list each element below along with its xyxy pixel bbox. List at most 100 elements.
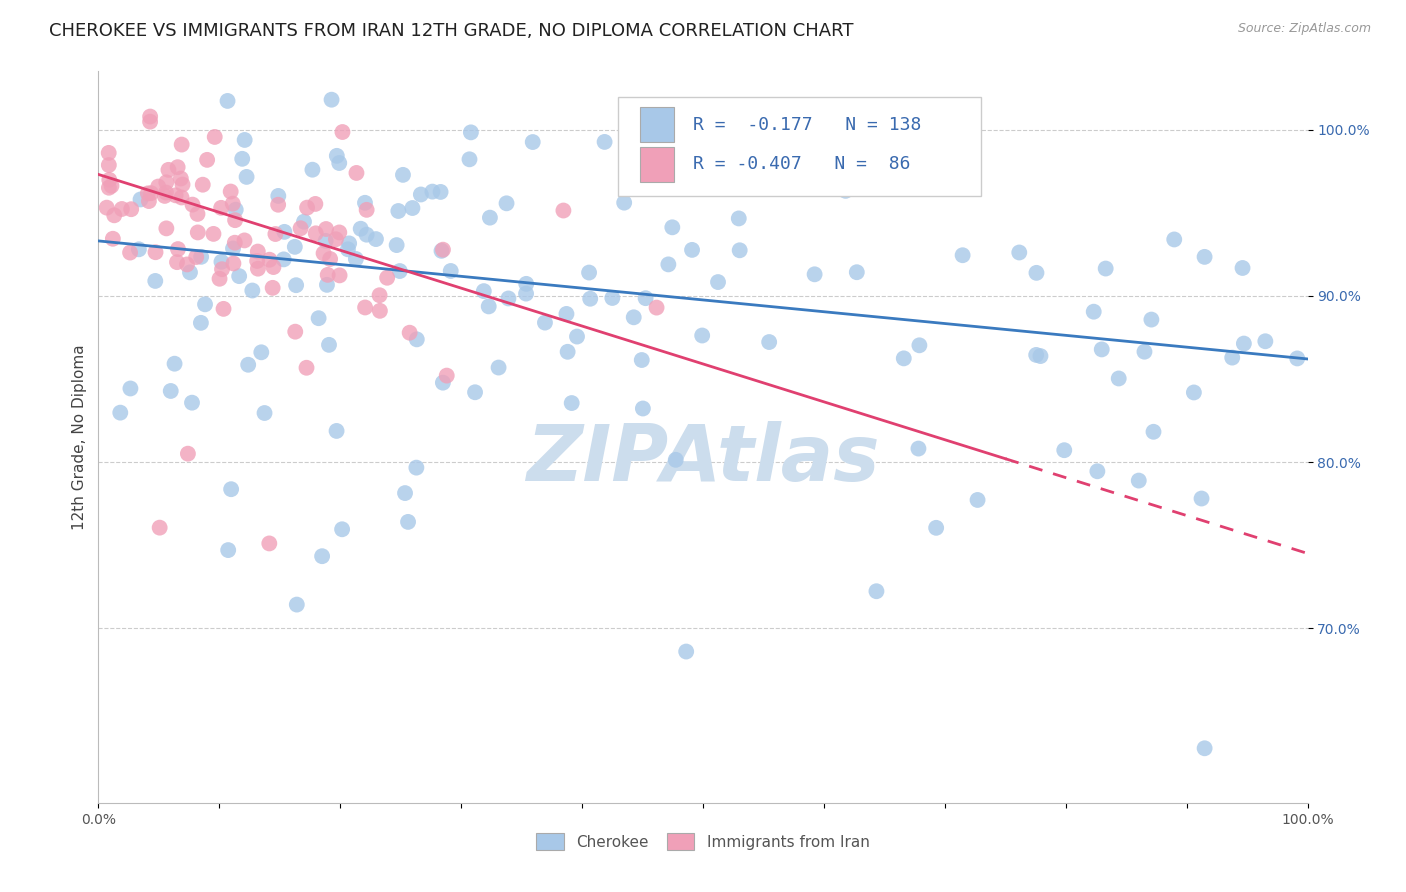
- Point: [120, 245, 142, 260]
- Point: [398, 326, 420, 340]
- Point: [316, 268, 339, 282]
- Point: [440, 264, 463, 278]
- Point: [1133, 344, 1156, 359]
- Point: [262, 260, 284, 274]
- Point: [472, 284, 495, 298]
- Point: [436, 368, 458, 383]
- Point: [176, 257, 198, 271]
- Point: [225, 202, 247, 217]
- Point: [907, 442, 929, 456]
- Point: [392, 168, 415, 182]
- Point: [1094, 261, 1116, 276]
- Point: [204, 130, 226, 145]
- Point: [195, 153, 218, 167]
- Point: [422, 185, 444, 199]
- Point: [157, 162, 180, 177]
- Point: [498, 292, 520, 306]
- Point: [153, 189, 176, 203]
- Point: [553, 203, 575, 218]
- Point: [209, 201, 232, 215]
- Point: [97, 145, 120, 160]
- Point: [139, 114, 162, 128]
- Point: [628, 163, 651, 178]
- Point: [224, 235, 246, 250]
- Point: [330, 522, 353, 536]
- Point: [246, 254, 269, 268]
- Point: [285, 278, 308, 293]
- Point: [803, 268, 825, 282]
- Point: [101, 232, 124, 246]
- Point: [1254, 334, 1277, 349]
- Point: [1128, 474, 1150, 488]
- Point: [191, 178, 214, 192]
- Point: [259, 536, 281, 550]
- Point: [396, 515, 419, 529]
- Point: [356, 202, 378, 217]
- Point: [681, 243, 703, 257]
- Point: [329, 268, 352, 283]
- Point: [128, 242, 150, 256]
- Point: [284, 325, 307, 339]
- Point: [273, 252, 295, 267]
- Point: [1025, 348, 1047, 362]
- Y-axis label: 12th Grade, No Diploma: 12th Grade, No Diploma: [72, 344, 87, 530]
- Point: [312, 246, 335, 260]
- Point: [163, 357, 186, 371]
- Point: [264, 227, 287, 241]
- Point: [336, 242, 359, 256]
- Point: [318, 338, 340, 352]
- Point: [1025, 266, 1047, 280]
- Point: [908, 338, 931, 352]
- Point: [1163, 232, 1185, 246]
- Point: [1191, 491, 1213, 506]
- Point: [111, 202, 134, 216]
- Point: [354, 301, 377, 315]
- Point: [155, 186, 177, 200]
- Point: [120, 202, 142, 217]
- Point: [315, 222, 337, 236]
- Point: [166, 255, 188, 269]
- Point: [170, 137, 193, 152]
- FancyBboxPatch shape: [640, 146, 673, 182]
- Point: [97, 180, 120, 194]
- Point: [316, 277, 339, 292]
- Point: [194, 297, 217, 311]
- Point: [136, 186, 159, 201]
- Point: [758, 334, 780, 349]
- Point: [211, 254, 233, 268]
- Point: [295, 360, 318, 375]
- Point: [344, 252, 367, 266]
- Point: [578, 266, 600, 280]
- Point: [464, 385, 486, 400]
- Point: [350, 221, 373, 235]
- Point: [385, 238, 408, 252]
- Point: [328, 156, 350, 170]
- Point: [1091, 343, 1114, 357]
- Point: [579, 292, 602, 306]
- Point: [1029, 349, 1052, 363]
- Point: [952, 248, 974, 262]
- Point: [186, 250, 208, 264]
- Point: [368, 303, 391, 318]
- Point: [488, 360, 510, 375]
- Point: [315, 234, 337, 248]
- Point: [233, 234, 256, 248]
- Point: [1232, 260, 1254, 275]
- Point: [1140, 312, 1163, 326]
- Point: [228, 269, 250, 284]
- Point: [561, 396, 583, 410]
- Point: [364, 232, 387, 246]
- Point: [657, 257, 679, 271]
- Point: [613, 195, 636, 210]
- Point: [432, 243, 454, 257]
- Point: [253, 406, 276, 420]
- Point: [1085, 464, 1108, 478]
- Point: [295, 201, 318, 215]
- Point: [222, 242, 245, 256]
- Point: [273, 225, 295, 239]
- Point: [623, 310, 645, 325]
- Point: [337, 236, 360, 251]
- Point: [181, 395, 204, 409]
- Point: [388, 264, 411, 278]
- Point: [319, 252, 342, 266]
